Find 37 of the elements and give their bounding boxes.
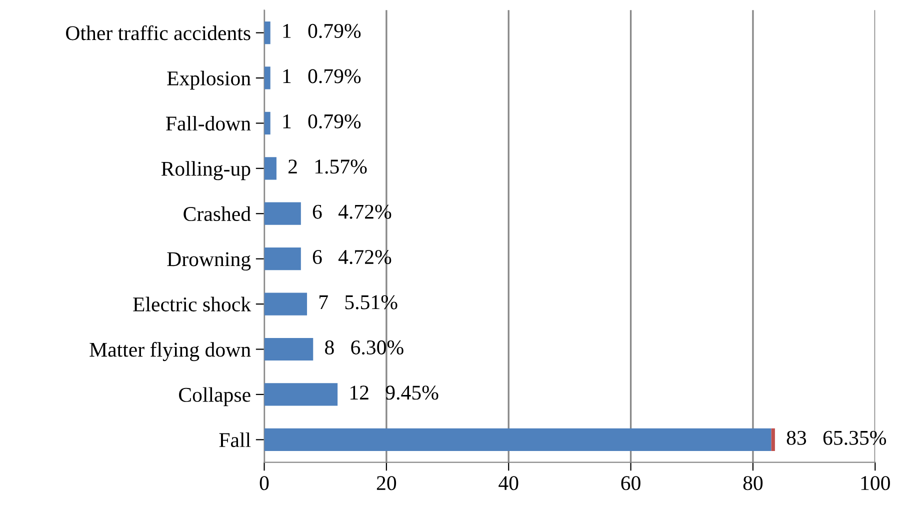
x-tick-label: 80 (743, 476, 763, 490)
bar (264, 157, 276, 180)
x-tick-label: 0 (260, 476, 269, 490)
y-tick-label: Other traffic accidents (66, 25, 250, 40)
data-label: 6 4.72% (312, 250, 392, 264)
bar (264, 248, 301, 270)
bar (264, 66, 270, 90)
x-tick-label: 60 (621, 476, 640, 490)
y-tick-label: Fall (219, 432, 251, 448)
y-tick-label: Rolling-up (161, 161, 250, 180)
y-tick-label: Electric shock (133, 296, 252, 312)
y-tick-label: Collapse (179, 387, 250, 406)
data-label: 1 0.79% (283, 69, 361, 84)
bar (264, 112, 270, 134)
y-tick-label: Fall-down (166, 116, 251, 131)
data-label: 83 65.35% (786, 430, 886, 445)
bar (264, 338, 314, 361)
data-label: 7 5.51% (320, 295, 398, 310)
data-label: 1 0.79% (283, 114, 361, 128)
data-label: 8 6.30% (325, 340, 404, 355)
y-tick-label: Matter flying down (90, 342, 251, 362)
x-tick-label: 20 (376, 476, 396, 490)
x-tick-label: 40 (498, 476, 518, 490)
data-label: 2 1.57% (288, 160, 367, 174)
bar (264, 428, 772, 451)
x-tick-label: 100 (861, 476, 890, 490)
bar (264, 292, 308, 316)
y-tick-label: Drowning (167, 252, 251, 271)
bar (771, 428, 775, 451)
y-tick-label: Explosion (167, 70, 251, 90)
data-label: 6 4.72% (312, 204, 392, 219)
bar (264, 202, 301, 225)
data-label: 12 9.45% (350, 386, 438, 400)
bar (264, 383, 338, 406)
bar (264, 21, 270, 44)
data-label: 1 0.79% (283, 24, 361, 38)
y-tick-label: Crashed (184, 206, 251, 222)
